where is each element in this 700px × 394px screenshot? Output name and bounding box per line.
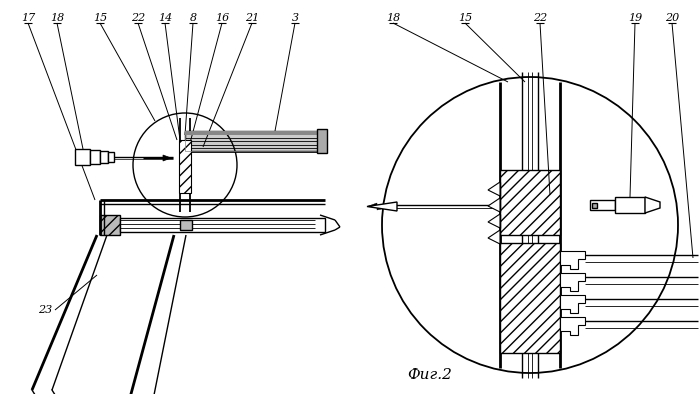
Text: 8: 8 bbox=[190, 13, 197, 23]
Bar bbox=[90, 150, 100, 164]
Polygon shape bbox=[560, 295, 585, 313]
Text: 22: 22 bbox=[131, 13, 145, 23]
Bar bbox=[317, 129, 327, 153]
Text: 18: 18 bbox=[386, 13, 400, 23]
Polygon shape bbox=[367, 203, 392, 210]
Polygon shape bbox=[488, 230, 500, 244]
Polygon shape bbox=[488, 198, 500, 212]
Bar bbox=[108, 152, 114, 162]
Polygon shape bbox=[560, 273, 585, 291]
Polygon shape bbox=[367, 202, 397, 211]
Text: 16: 16 bbox=[215, 13, 229, 23]
Bar bbox=[100, 215, 120, 235]
Polygon shape bbox=[645, 197, 660, 213]
Bar bbox=[120, 218, 325, 232]
Bar bbox=[500, 243, 560, 353]
Polygon shape bbox=[163, 155, 171, 161]
Text: 21: 21 bbox=[245, 13, 259, 23]
Text: 17: 17 bbox=[21, 13, 35, 23]
Text: 3: 3 bbox=[291, 13, 299, 23]
Bar bbox=[75, 149, 90, 165]
Bar bbox=[592, 203, 597, 208]
Bar bbox=[500, 170, 560, 235]
Bar bbox=[185, 131, 325, 151]
Text: 18: 18 bbox=[50, 13, 64, 23]
Bar bbox=[100, 151, 108, 163]
Text: Фиг.2: Фиг.2 bbox=[407, 368, 452, 382]
Bar bbox=[180, 220, 192, 230]
Bar bbox=[179, 140, 191, 193]
Bar bbox=[615, 197, 645, 213]
Text: 15: 15 bbox=[458, 13, 472, 23]
Bar bbox=[185, 131, 325, 135]
Text: 23: 23 bbox=[38, 305, 52, 315]
Text: 22: 22 bbox=[533, 13, 547, 23]
Bar bbox=[590, 200, 615, 210]
Bar bbox=[185, 131, 325, 151]
Polygon shape bbox=[560, 251, 585, 269]
Text: 19: 19 bbox=[628, 13, 642, 23]
Text: 15: 15 bbox=[93, 13, 107, 23]
Text: 14: 14 bbox=[158, 13, 172, 23]
Polygon shape bbox=[488, 182, 500, 196]
Polygon shape bbox=[560, 317, 585, 335]
Polygon shape bbox=[488, 214, 500, 228]
Text: 20: 20 bbox=[665, 13, 679, 23]
